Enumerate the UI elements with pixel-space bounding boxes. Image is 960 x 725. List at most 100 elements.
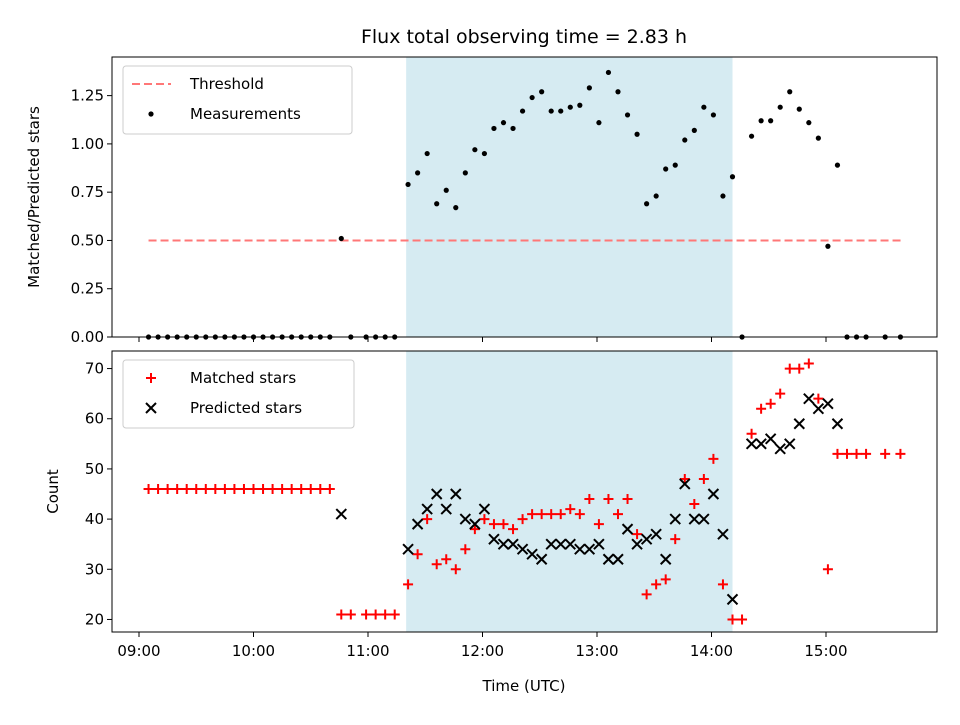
data-point-matched [593, 519, 604, 530]
data-point-matched [315, 483, 326, 494]
data-point-matched [153, 483, 164, 494]
data-point [510, 125, 516, 132]
x-tick-label: 12:00 [461, 642, 504, 660]
data-point-matched [143, 483, 154, 494]
data-point-matched [200, 483, 211, 494]
data-point-predicted [526, 548, 538, 560]
legend-marker-x [145, 402, 157, 414]
data-point [415, 170, 421, 176]
data-point-matched [498, 519, 509, 530]
data-point-matched [784, 363, 795, 374]
y-tick-label: 70 [85, 360, 104, 378]
data-point-matched [210, 483, 221, 494]
data-point-predicted [812, 402, 825, 415]
data-point [500, 120, 507, 126]
data-point-matched [172, 483, 183, 494]
y-tick-label: 40 [85, 510, 104, 528]
data-point [338, 235, 344, 242]
data-point-matched [841, 448, 852, 459]
data-point-matched [603, 494, 614, 505]
data-point-predicted [707, 488, 720, 500]
data-point-matched [794, 363, 805, 374]
data-point-matched [660, 574, 671, 585]
y-tick-label: 60 [85, 410, 104, 428]
x-tick-label: 14:00 [690, 642, 733, 660]
data-point [787, 89, 793, 95]
data-point-matched [813, 393, 824, 404]
x-tick-label: 09:00 [117, 642, 160, 660]
data-point-matched [336, 609, 347, 620]
data-point-matched [698, 473, 709, 484]
data-point-predicted [497, 538, 510, 550]
data-point-predicted [469, 518, 481, 530]
data-point [815, 135, 821, 141]
data-point-predicted [583, 543, 596, 555]
observing-window-band [406, 351, 733, 632]
data-point-matched [803, 358, 814, 369]
data-point [777, 104, 783, 110]
data-point-matched [238, 483, 249, 494]
y-tick-label: 0.50 [71, 231, 104, 249]
legend-marker-plus [146, 373, 156, 383]
data-point [758, 118, 764, 124]
data-point [405, 181, 411, 188]
data-point-predicted [745, 438, 758, 450]
data-point-predicted [430, 488, 443, 500]
data-point-matched [431, 559, 442, 570]
data-point-matched [162, 483, 173, 494]
data-point [539, 89, 545, 95]
data-point [491, 125, 497, 132]
data-point-matched [296, 483, 307, 494]
x-axis-label: Time (UTC) [482, 677, 566, 695]
data-point-predicted [717, 528, 729, 540]
data-point [596, 120, 602, 126]
data-point [529, 94, 535, 101]
data-point-matched [389, 609, 400, 620]
data-point [624, 112, 631, 118]
data-point-predicted [574, 543, 586, 555]
data-point-matched [641, 589, 652, 600]
data-point-predicted [593, 538, 605, 550]
data-point-matched [708, 453, 719, 464]
data-point-matched [584, 494, 595, 505]
data-point-matched [191, 483, 202, 494]
data-point [806, 120, 812, 126]
data-point-predicted [631, 538, 643, 550]
data-point-matched [219, 483, 230, 494]
y-tick-label: 30 [85, 560, 104, 578]
y-tick-label: 0.75 [71, 183, 104, 201]
legend: Threshold Measurements [122, 65, 353, 135]
data-point-predicted [612, 553, 624, 565]
data-point-matched [460, 544, 471, 555]
data-point-matched [717, 579, 728, 590]
data-point-matched [508, 524, 519, 535]
data-point-predicted [335, 508, 347, 520]
data-point [653, 193, 659, 199]
data-point-predicted [764, 433, 777, 445]
data-point [729, 174, 736, 180]
data-point-matched [345, 609, 356, 620]
y-tick-label: 20 [85, 610, 104, 628]
data-point-matched [612, 509, 623, 520]
data-point [615, 89, 621, 95]
data-point-matched [527, 509, 538, 520]
data-point-matched [727, 614, 738, 625]
data-point-predicted [755, 438, 767, 450]
data-point-predicted [421, 503, 433, 515]
x-tick-label: 10:00 [232, 642, 275, 660]
data-point [462, 170, 468, 176]
data-point-matched [536, 509, 547, 520]
data-point-predicted [640, 533, 653, 545]
data-point [472, 147, 478, 153]
data-point-matched [746, 428, 757, 439]
data-point-matched [765, 398, 776, 409]
data-point-predicted [488, 533, 500, 545]
x-tick-label: 11:00 [346, 642, 389, 660]
data-point-predicted [440, 503, 452, 515]
data-point-predicted [450, 488, 462, 500]
data-point-matched [880, 448, 891, 459]
legend-label: Matched stars [190, 369, 296, 387]
y-tick-label: 0.25 [71, 280, 104, 298]
data-point-predicted [774, 443, 786, 455]
